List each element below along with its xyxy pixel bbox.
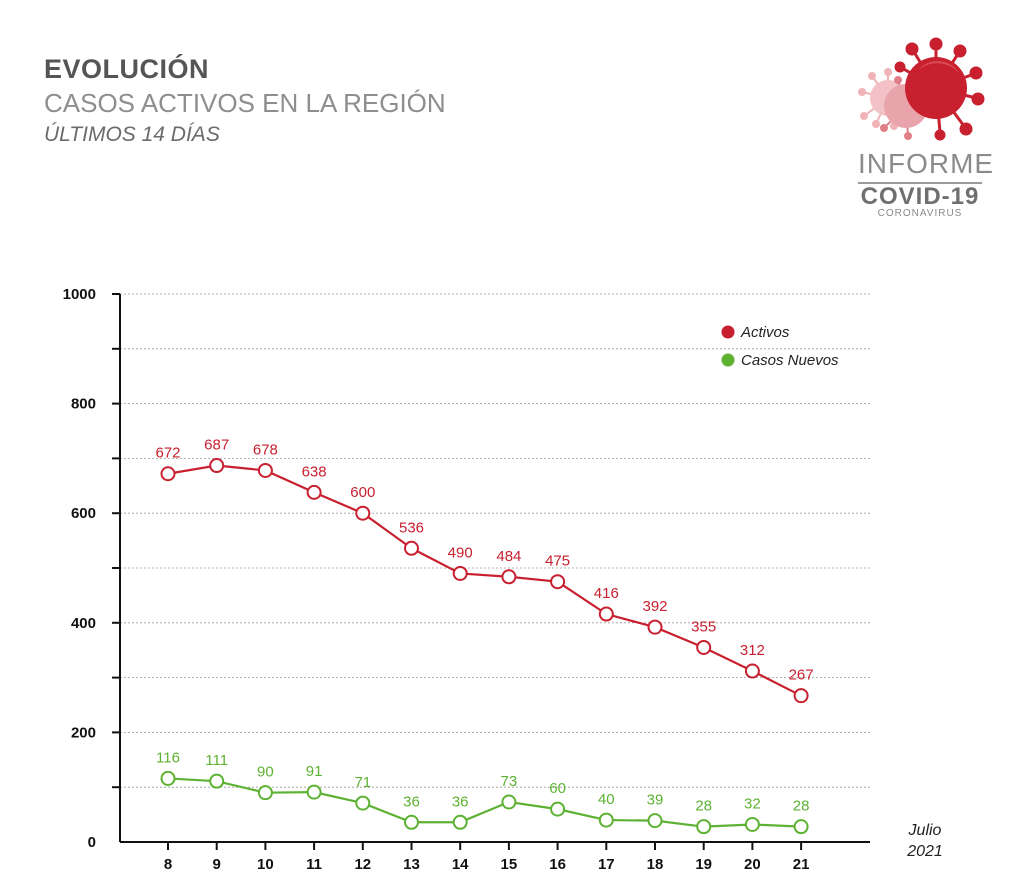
data-point [501, 794, 517, 810]
legend-marker [721, 325, 735, 339]
data-point [404, 540, 419, 556]
data-point [257, 462, 273, 478]
data-label: 638 [302, 463, 327, 480]
x-tick-label: 16 [549, 856, 566, 873]
x-tick-label: 10 [257, 856, 274, 873]
data-point [209, 458, 225, 474]
data-point [647, 619, 663, 635]
data-point [696, 819, 712, 835]
data-label: 490 [448, 544, 473, 561]
data-point [550, 801, 566, 817]
y-tick-label: 600 [71, 505, 96, 522]
data-label: 60 [549, 780, 566, 797]
data-label: 32 [744, 795, 761, 812]
header: EVOLUCIÓN CASOS ACTIVOS EN LA REGIÓN ÚLT… [44, 52, 446, 150]
data-label: 36 [403, 793, 420, 810]
x-tick-label: 21 [793, 856, 810, 873]
data-point [501, 569, 517, 585]
chart-title: EVOLUCIÓN [44, 54, 210, 84]
x-tick-label: 15 [501, 856, 518, 873]
data-point [209, 773, 225, 789]
virus-icon [858, 37, 985, 141]
x-tick-label: 20 [744, 856, 761, 873]
data-point [598, 812, 614, 828]
legend-label: Activos [740, 324, 790, 341]
data-label: 536 [399, 519, 424, 536]
x-tick-label: 19 [695, 856, 712, 873]
data-point [257, 785, 273, 801]
x-axis-note-year: 2021 [907, 843, 943, 860]
data-label: 475 [545, 553, 570, 570]
data-label: 28 [793, 798, 810, 815]
data-point [160, 466, 176, 482]
data-label: 484 [496, 548, 521, 565]
data-label: 91 [306, 763, 323, 780]
data-point [355, 505, 371, 521]
y-tick-label: 400 [71, 615, 96, 632]
data-point [355, 795, 371, 811]
logo-informe-text: INFORME [858, 148, 995, 179]
data-label: 40 [598, 791, 615, 808]
data-label: 28 [695, 798, 712, 815]
data-label: 392 [642, 598, 667, 615]
data-label: 678 [253, 441, 278, 458]
data-point [793, 819, 809, 835]
x-tick-label: 14 [452, 856, 469, 873]
data-point [744, 816, 760, 832]
x-tick-label: 8 [164, 856, 172, 873]
legend-marker [721, 353, 735, 367]
x-tick-label: 12 [354, 856, 371, 873]
data-point [647, 813, 663, 829]
logo-divider [858, 182, 982, 184]
legend-label: Casos Nuevos [741, 352, 839, 369]
data-point [793, 688, 809, 704]
data-point [696, 639, 712, 655]
data-point [550, 574, 566, 590]
x-tick-label: 17 [598, 856, 615, 873]
data-point [306, 484, 322, 500]
logo-covid-text: COVID-19 [860, 183, 980, 210]
y-tick-label: 800 [71, 396, 96, 413]
data-point [598, 606, 614, 622]
data-label: 672 [155, 445, 180, 462]
data-label: 90 [257, 764, 274, 781]
informe-covid-logo: INFORME COVID-19 CORONAVIRUS [848, 36, 995, 226]
data-label: 39 [647, 792, 664, 809]
data-point [452, 565, 468, 581]
logo-coronavirus-text: CORONAVIRUS [877, 208, 963, 219]
data-label: 312 [740, 642, 765, 659]
series-line-casos-nuevos [167, 777, 802, 828]
data-point [404, 814, 419, 830]
data-label: 116 [156, 749, 180, 766]
chart-period: ÚLTIMOS 14 DÍAS [44, 123, 220, 146]
data-point [306, 784, 322, 800]
data-point [452, 814, 468, 830]
data-point [160, 770, 176, 786]
data-label: 73 [501, 773, 518, 790]
series-line-activos [167, 464, 802, 697]
data-label: 600 [350, 484, 375, 501]
x-tick-label: 13 [403, 856, 420, 873]
data-label: 355 [691, 618, 716, 635]
data-label: 687 [204, 437, 229, 454]
chart-subtitle: CASOS ACTIVOS EN LA REGIÓN [44, 88, 446, 118]
data-label: 71 [354, 774, 371, 791]
data-label: 267 [789, 667, 814, 684]
data-point [744, 663, 760, 679]
y-tick-label: 0 [88, 834, 96, 851]
x-tick-label: 9 [213, 856, 221, 873]
x-axis-note-month: Julio [908, 822, 942, 839]
y-tick-label: 1000 [63, 286, 96, 303]
x-tick-label: 18 [647, 856, 664, 873]
x-tick-label: 11 [306, 856, 322, 873]
data-label: 111 [205, 752, 228, 769]
data-label: 36 [452, 793, 469, 810]
x-axis-note: Julio 2021 [890, 820, 960, 862]
data-label: 416 [594, 585, 619, 602]
y-tick-label: 200 [71, 724, 96, 741]
